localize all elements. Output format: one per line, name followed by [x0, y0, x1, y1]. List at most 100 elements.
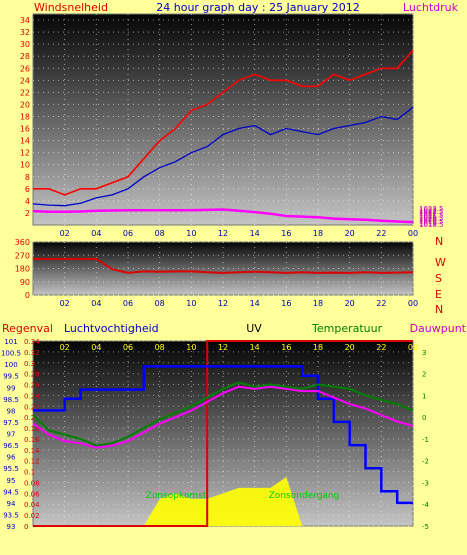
- y-tick-label: 16: [20, 125, 30, 134]
- x-tick-label: 22: [376, 299, 386, 308]
- compass-label: N: [435, 235, 443, 248]
- y-tick-label: 18: [20, 112, 30, 121]
- humidity-tick-label: 100.5: [1, 350, 21, 358]
- temp-tick-label: -3: [422, 479, 429, 487]
- x-tick-label: 22: [376, 229, 386, 238]
- rain-line: [33, 340, 413, 527]
- compass-label: W: [435, 256, 446, 269]
- uv-tick-label: 0.14: [24, 447, 40, 455]
- uv-tick-label: 0.06: [24, 490, 40, 498]
- humidity-tick-label: 97: [7, 431, 16, 439]
- x-tick-label: 16: [281, 299, 291, 308]
- x-tick-label: 04: [91, 229, 101, 238]
- temperature-title: Temperatuur: [311, 322, 383, 335]
- humidity-line: [33, 365, 413, 505]
- sunrise-label: Zonsopkomst: [146, 491, 207, 501]
- temp-tick-label: -5: [422, 523, 429, 531]
- y-tick-label: 10: [20, 161, 30, 170]
- humidity-tick-label: 94.5: [3, 488, 19, 496]
- y-tick-label: 8: [25, 173, 30, 182]
- x-tick-label: 04: [91, 299, 101, 308]
- x-tick-label: 18: [313, 343, 323, 352]
- x-tick-label: 20: [345, 343, 355, 352]
- uv-tick-label: 0.28: [24, 371, 40, 379]
- x-tick-label: 08: [155, 343, 165, 352]
- x-tick-label: 14: [250, 343, 260, 352]
- humidity-tick-label: 95: [7, 477, 16, 485]
- uv-tick-label: 0.34: [24, 338, 40, 346]
- wind-gust-line: [33, 49, 414, 196]
- temp-tick-label: 2: [422, 371, 426, 379]
- x-tick-label: 12: [218, 229, 228, 238]
- y-tick-label: 14: [20, 137, 30, 146]
- sunset-label: Zonsondergang: [269, 491, 340, 501]
- x-tick-label: 18: [313, 229, 323, 238]
- x-tick-label: 08: [155, 299, 165, 308]
- compass-label: S: [435, 272, 442, 285]
- x-tick-label: 18: [313, 299, 323, 308]
- y-tick-label: 34: [20, 16, 30, 25]
- humidity-tick-label: 99.5: [3, 373, 19, 381]
- y2-tick-label: 1021: [419, 213, 437, 221]
- humidity-tick-label: 100: [4, 361, 17, 369]
- uv-tick-label: 0.02: [24, 512, 40, 520]
- x-tick-label: 12: [218, 299, 228, 308]
- uv-tick-label: 0.3: [24, 360, 35, 368]
- uv-tick-label: 0.12: [24, 458, 40, 466]
- wind-direction-line: [33, 257, 414, 274]
- y-tick-label: 270: [15, 251, 30, 260]
- y2-tick-label: 1018.5: [419, 221, 444, 229]
- y-tick-label: 28: [20, 52, 30, 61]
- x-tick-label: 16: [281, 343, 291, 352]
- uv-tick-label: 0.22: [24, 403, 40, 411]
- y-tick-label: 360: [15, 238, 30, 247]
- chart-title: 24 hour graph day : 25 January 2012: [156, 1, 360, 14]
- compass-label: N: [435, 303, 443, 316]
- y-tick-label: 90: [20, 278, 30, 287]
- x-tick-label: 14: [250, 229, 260, 238]
- y2-tick-label: 1019: [419, 219, 437, 227]
- humidity-tick-label: 101: [4, 338, 17, 346]
- y2-tick-label: 1022.5: [419, 208, 444, 216]
- x-tick-label: 00: [408, 229, 418, 238]
- y-tick-label: 2: [25, 209, 30, 218]
- pressure-line: [32, 208, 414, 224]
- humidity-tick-label: 96: [7, 454, 16, 462]
- wind-pressure-panel: 02 04 06 08 10 12 14 16 18 20 22 002468101214161820…: [20, 13, 444, 238]
- right-title: Luchtdruk: [403, 1, 459, 14]
- y-tick-label: 180: [15, 265, 30, 274]
- humidity-tick-label: 93.5: [3, 511, 19, 519]
- y2-tick-label: 1020: [419, 216, 437, 224]
- x-tick-label: 10: [186, 299, 196, 308]
- y-tick-label: 12: [20, 149, 30, 158]
- dewpoint-title: Dauwpunt: [410, 322, 467, 335]
- humidity-uv-panel: 02 04 06 08 10 12 14 16 18 20 22 009393.59494.59595…: [1, 338, 430, 531]
- uv-tick-label: 0.32: [24, 349, 40, 357]
- uv-tick-label: 0.08: [24, 479, 40, 487]
- x-tick-label: 06: [123, 299, 133, 308]
- temp-tick-label: -1: [422, 436, 429, 444]
- x-tick-label: 06: [123, 343, 133, 352]
- x-tick-label: 12: [218, 343, 228, 352]
- y2-tick-label: 1023: [419, 207, 437, 215]
- x-tick-label: 10: [186, 229, 196, 238]
- temperature-line: [32, 381, 414, 447]
- dewpoint-line: [32, 385, 414, 449]
- humidity-tick-label: 96.5: [3, 442, 19, 450]
- x-tick-label: 00: [408, 299, 418, 308]
- humidity-tick-label: 98.5: [3, 396, 19, 404]
- humidity-tick-label: 93: [7, 523, 16, 531]
- y2-tick-label: 1021.5: [419, 211, 444, 219]
- humidity-tick-label: 95.5: [3, 465, 19, 473]
- wind-avg-line: [32, 106, 414, 207]
- uv-tick-label: 0.24: [24, 392, 40, 400]
- uv-tick-label: 0.26: [24, 382, 40, 390]
- uv-title: UV: [246, 322, 262, 335]
- x-tick-label: 04: [91, 343, 101, 352]
- y-tick-label: 30: [20, 40, 30, 49]
- y-tick-label: 6: [25, 185, 30, 194]
- uv-tick-label: 0.1: [24, 469, 35, 477]
- humidity-tick-label: 94: [7, 500, 16, 508]
